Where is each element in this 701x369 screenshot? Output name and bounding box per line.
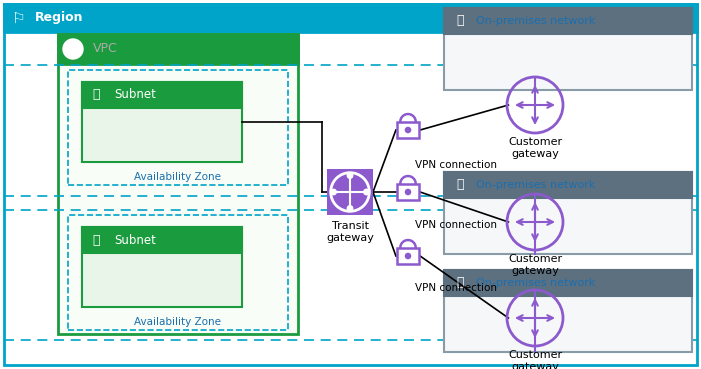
- Text: Subnet: Subnet: [114, 89, 156, 101]
- Bar: [82, 227, 242, 307]
- Text: VPN connection: VPN connection: [415, 220, 497, 230]
- Text: Transit
gateway: Transit gateway: [326, 221, 374, 242]
- Bar: [82, 82, 242, 162]
- Bar: [58, 34, 298, 334]
- Bar: [397, 248, 419, 264]
- Bar: [68, 215, 288, 330]
- Bar: [444, 270, 692, 352]
- Bar: [68, 70, 288, 185]
- Bar: [82, 82, 242, 108]
- Text: Customer
gateway: Customer gateway: [508, 137, 562, 159]
- Text: 🔒: 🔒: [93, 234, 100, 246]
- Text: Availability Zone: Availability Zone: [135, 172, 222, 182]
- Text: Customer
gateway: Customer gateway: [508, 350, 562, 369]
- Bar: [327, 169, 373, 215]
- Text: Region: Region: [35, 11, 83, 24]
- Text: VPC: VPC: [93, 42, 118, 55]
- Text: Subnet: Subnet: [114, 234, 156, 246]
- Bar: [58, 34, 298, 64]
- Bar: [397, 122, 419, 138]
- Bar: [397, 184, 419, 200]
- Text: On-premises network: On-premises network: [476, 278, 595, 288]
- Text: ☁: ☁: [66, 42, 80, 56]
- Circle shape: [347, 206, 353, 211]
- Text: Availability Zone: Availability Zone: [135, 317, 222, 327]
- Circle shape: [331, 189, 336, 195]
- Text: 🔒: 🔒: [93, 89, 100, 101]
- Circle shape: [404, 189, 411, 195]
- Text: 🏢: 🏢: [456, 14, 464, 28]
- Text: On-premises network: On-premises network: [476, 180, 595, 190]
- Bar: [444, 172, 692, 198]
- Text: VPN connection: VPN connection: [415, 283, 497, 293]
- Bar: [4, 4, 697, 32]
- Circle shape: [347, 173, 353, 178]
- Text: ⚐: ⚐: [11, 10, 25, 25]
- Circle shape: [364, 189, 369, 195]
- Text: VPN connection: VPN connection: [415, 160, 497, 170]
- Bar: [444, 270, 692, 296]
- Circle shape: [404, 127, 411, 133]
- Bar: [444, 8, 692, 34]
- Text: On-premises network: On-premises network: [476, 16, 595, 26]
- Text: 🏢: 🏢: [456, 179, 464, 192]
- Bar: [444, 8, 692, 90]
- Circle shape: [63, 39, 83, 59]
- Bar: [444, 172, 692, 254]
- Circle shape: [404, 253, 411, 259]
- Text: Customer
gateway: Customer gateway: [508, 254, 562, 276]
- Text: 🏢: 🏢: [456, 276, 464, 290]
- Bar: [82, 227, 242, 253]
